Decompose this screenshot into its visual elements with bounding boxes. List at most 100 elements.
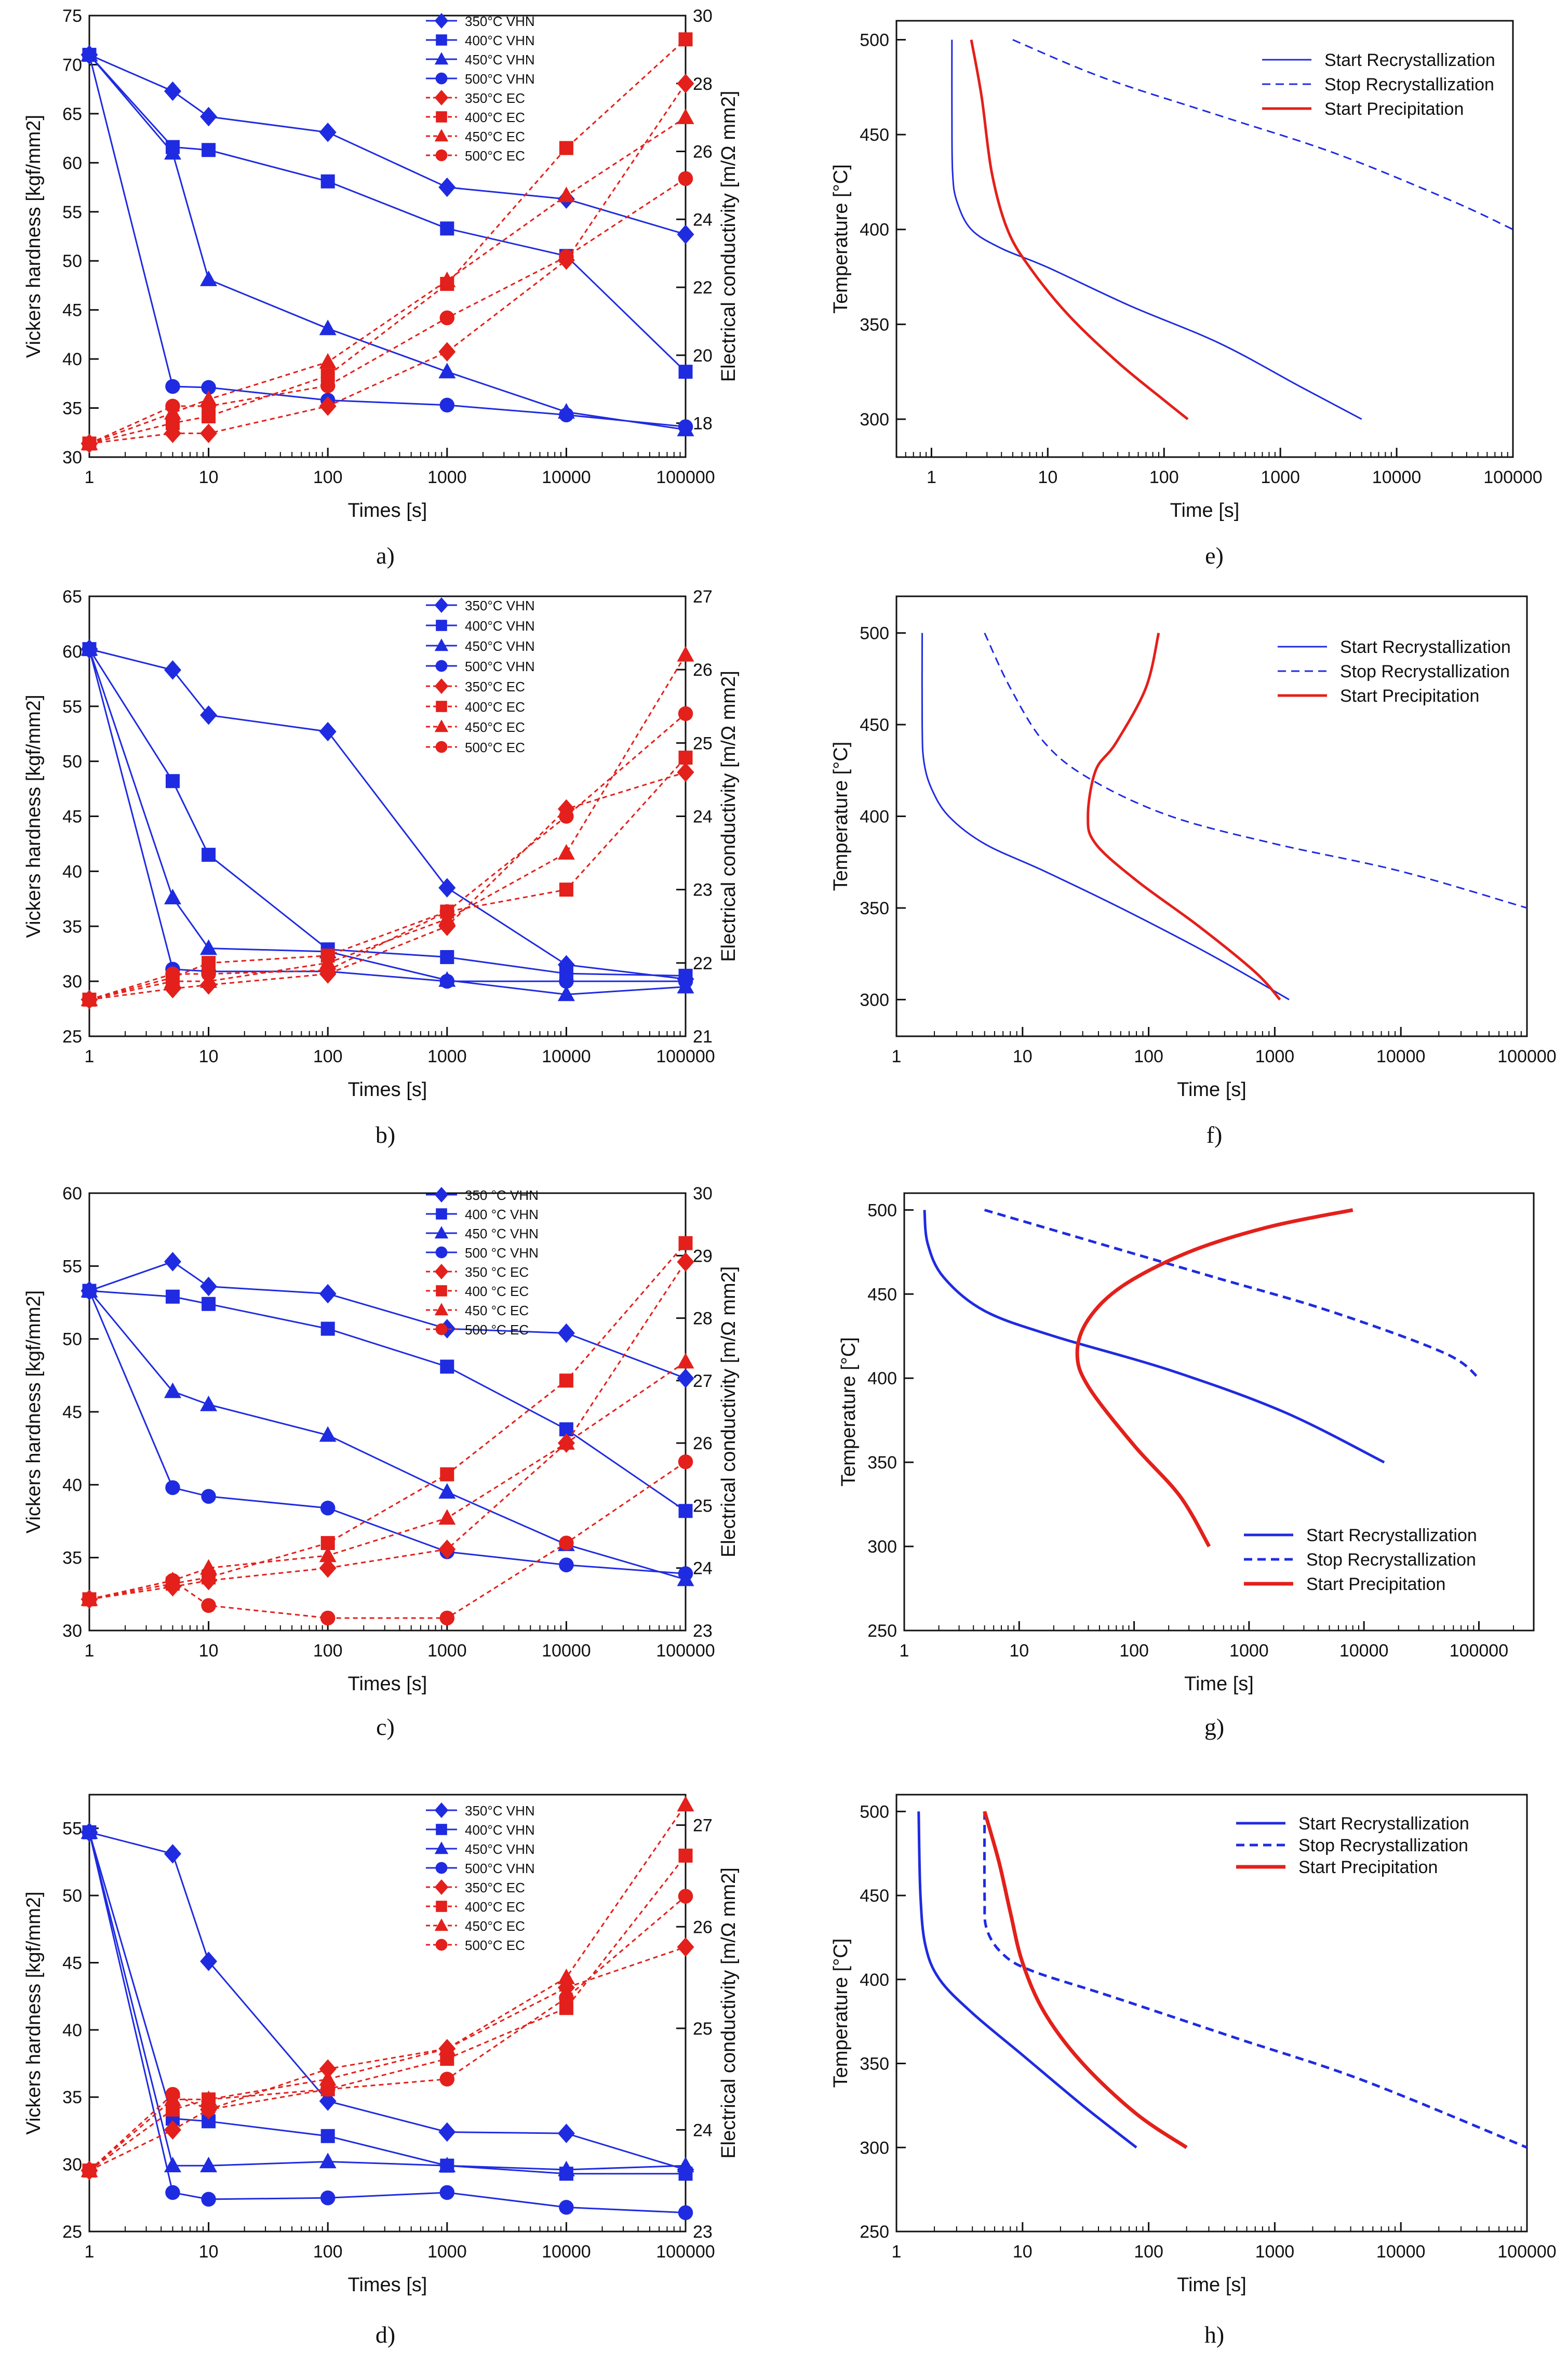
panel-c-x-axis-title: Times [s] — [348, 1673, 427, 1695]
panel-b-y-tick-label: 55 — [62, 697, 82, 717]
panel-b-data-point — [200, 939, 218, 955]
panel-a-data-point — [438, 177, 456, 197]
panel-f-y-tick-label: 450 — [860, 715, 889, 735]
panel-b-chart: 1 10 100 1000 10000 100000 25 30 35 40 45 50 55 60 65 T… — [23, 587, 740, 1148]
panel-c-data-point — [320, 1321, 335, 1336]
panel-e-legend: Start Recrystallization Stop Recrystalliz… — [1262, 50, 1495, 119]
panel-a-data-point — [201, 380, 216, 395]
panel-c-data-point — [438, 1483, 456, 1499]
panel-b-data-point — [440, 950, 454, 965]
panel-a-y-tick-label: 65 — [62, 104, 82, 124]
panel-a-data-point — [678, 32, 693, 47]
panel-a-data-point — [677, 224, 694, 244]
panel-b-series-vhn-3 — [82, 642, 693, 989]
panel-f-curve-stop-recrystallization — [984, 632, 1527, 909]
panel-g-x-tick-label: 1000 — [1229, 1641, 1269, 1661]
panel-c-data-point — [678, 1236, 693, 1250]
panel-e-y-tick-label: 300 — [860, 410, 889, 430]
panel-e-plot-frame — [895, 20, 1514, 458]
panel-a-legend-marker — [436, 111, 447, 123]
panel-a-y-tick-label: 75 — [62, 6, 82, 26]
panel-c-x-tick-label: 1 — [85, 1641, 95, 1661]
panel-d-x-axis-title: Times [s] — [348, 2274, 427, 2296]
panel-a-data-point — [200, 270, 218, 286]
panel-a-y2-tick-label: 26 — [693, 142, 713, 162]
panel-b-data-point — [557, 985, 575, 1001]
panel-h-legend-label: Start Recrystallization — [1298, 1814, 1469, 1834]
panel-d-data-point — [557, 2123, 575, 2143]
panel-g-x-tick-label: 1 — [900, 1641, 909, 1661]
panel-a-data-point — [201, 398, 216, 414]
panel-b-x-axis-title: Times [s] — [348, 1079, 427, 1101]
panel-h-x-tick-label: 100 — [1134, 2242, 1163, 2262]
panel-g-x-axis-title: Time [s] — [1184, 1673, 1254, 1695]
panel-a-data-point — [164, 144, 181, 160]
panel-c-data-point — [320, 1610, 336, 1626]
panel-g-letter: g) — [1204, 1714, 1224, 1740]
panel-f-x-tick-label: 10 — [1013, 1047, 1033, 1066]
panel-g-x-tick-label: 100000 — [1450, 1641, 1508, 1661]
panel-b-series-ec-7 — [82, 706, 693, 1007]
panel-a-legend-marker — [434, 129, 449, 142]
panel-a-legend-marker — [434, 13, 449, 29]
panel-c-legend: 350 °C VHN 400 °C VHN 450 °C VHN 500 °C VHN… — [426, 1187, 539, 1338]
panel-d-y-tick-label: 35 — [62, 2088, 82, 2107]
panel-h-curve-start-precipitation — [983, 1811, 1188, 2149]
panel-a-series-line — [88, 54, 686, 431]
panel-g-curve-stop-recrystallization — [984, 1208, 1480, 1380]
panel-a-y2-tick-label: 18 — [693, 414, 713, 434]
panel-f-x-tick-label: 1000 — [1255, 1047, 1295, 1066]
panel-c-y2-tick-label: 23 — [693, 1621, 713, 1641]
panel-h-legend: Start Recrystallization Stop Recrystalliz… — [1236, 1814, 1469, 1877]
panel-a-data-point — [320, 378, 336, 393]
panel-c-data-point — [319, 1558, 337, 1578]
panel-c-y2-tick-label: 24 — [693, 1559, 713, 1579]
panel-d-legend-marker — [435, 1862, 448, 1874]
panel-a-y-tick-label: 30 — [62, 448, 82, 467]
panel-a-y-tick-label: 40 — [62, 350, 82, 369]
panel-g-curve-start-recrystallization — [923, 1210, 1385, 1464]
panel-c-data-point — [320, 1500, 336, 1516]
panel-b-y2-tick-label: 27 — [693, 587, 713, 607]
panel-a-series-ec-4 — [81, 74, 694, 453]
panel-g-curve-start-precipitation — [1075, 1208, 1353, 1547]
panel-b-series-line — [89, 648, 686, 980]
panel-f-letter: f) — [1207, 1121, 1223, 1148]
panel-a-data-point — [438, 363, 456, 379]
panel-c-y2-tick-label: 26 — [693, 1434, 713, 1453]
panel-h-letter: h) — [1204, 2321, 1224, 2348]
panel-c-y2-axis-title: Electrical conductivity [m/Ω mm2] — [718, 1266, 740, 1558]
panel-f-legend-label: Start Recrystallization — [1340, 637, 1511, 657]
panel-c-series-line — [89, 1261, 687, 1600]
panel-d-data-point — [438, 2039, 456, 2055]
panel-a-data-point — [319, 353, 337, 369]
panel-g-y-tick-label: 450 — [867, 1285, 897, 1304]
panel-a-data-point — [439, 397, 455, 413]
panel-c-y-tick-label: 30 — [62, 1621, 82, 1641]
panel-c-series-line — [88, 1290, 686, 1575]
panel-d-y-tick-label: 40 — [62, 2021, 82, 2040]
panel-d-data-point — [164, 2156, 181, 2172]
panel-b-series-vhn-1 — [82, 642, 693, 983]
panel-f-y-tick-label: 350 — [860, 899, 889, 918]
panel-a-x-tick-label: 1 — [85, 467, 95, 487]
panel-b-series-vhn-0 — [81, 639, 694, 989]
panel-b-legend-label: 350°C EC — [465, 679, 525, 694]
panel-h-y-tick-label: 250 — [860, 2222, 889, 2242]
panel-c-series-ec-7 — [82, 1454, 693, 1626]
panel-c-data-point — [439, 1610, 455, 1626]
panel-g-x-tick-label: 10000 — [1339, 1641, 1389, 1661]
panel-b-data-point — [164, 660, 181, 680]
panel-d-x-tick-label: 100000 — [656, 2242, 715, 2262]
panel-c-legend-label: 350 °C EC — [465, 1264, 529, 1280]
panel-c-y2-tick-label: 28 — [693, 1309, 713, 1329]
panel-d-data-point — [559, 2200, 574, 2215]
panel-d-legend-marker — [434, 1802, 449, 1818]
panel-c-legend-marker — [434, 1226, 449, 1239]
panel-b-legend: 350°C VHN 400°C VHN 450°C VHN 500°C VHN 350°… — [426, 597, 535, 755]
panel-h-x-axis-title: Time [s] — [1177, 2274, 1247, 2296]
panel-d-data-point — [164, 2120, 181, 2140]
panel-a-y-tick-label: 60 — [62, 153, 82, 173]
panel-b-data-point — [559, 973, 574, 989]
panel-a-data-point — [200, 106, 218, 127]
